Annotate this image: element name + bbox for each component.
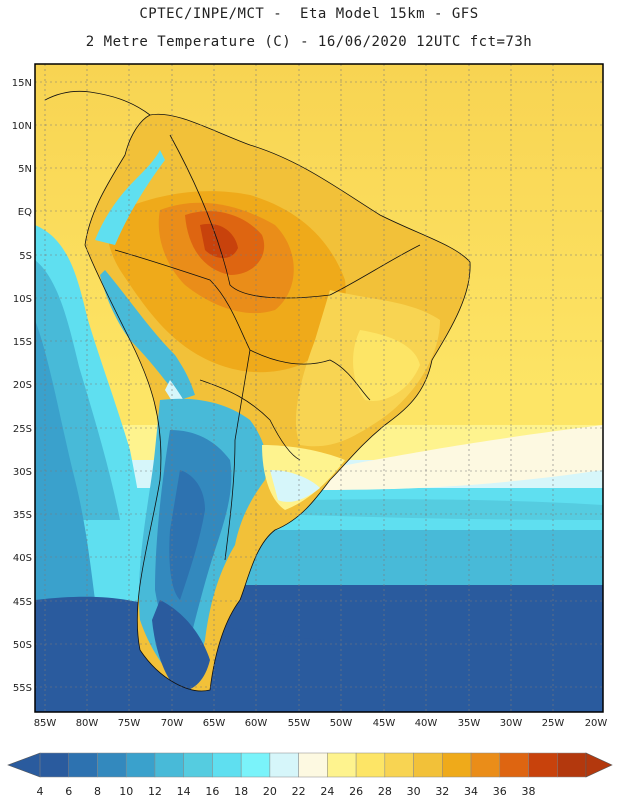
colorbar-tick-label: 22 bbox=[292, 785, 306, 798]
colorbar-tick-label: 6 bbox=[65, 785, 72, 798]
graticule bbox=[35, 64, 603, 712]
colorbar-swatch bbox=[39, 752, 69, 778]
colorbar-tick-label: 14 bbox=[177, 785, 191, 798]
lon-label: 85W bbox=[34, 718, 57, 729]
lat-label: 5S bbox=[19, 251, 32, 262]
lat-label: 25S bbox=[13, 424, 32, 435]
colorbar-swatch bbox=[298, 752, 328, 778]
lon-label: 75W bbox=[118, 718, 141, 729]
colorbar-swatch bbox=[327, 752, 357, 778]
lat-label: 15S bbox=[13, 337, 32, 348]
latitude-labels: 15N 10N 5N EQ 5S 10S 15S 20S 25S 30S 35S… bbox=[12, 78, 32, 694]
lat-label: 50S bbox=[13, 640, 32, 651]
lat-label: 15N bbox=[12, 78, 32, 89]
lat-label: 45S bbox=[13, 597, 32, 608]
colorbar: 4 6 8 10 12 14 16 18 20 22 24 26 28 30 32 34 36 38 bbox=[7, 752, 613, 798]
lon-label: 65W bbox=[203, 718, 226, 729]
lon-label: 70W bbox=[161, 718, 184, 729]
lat-label: 20S bbox=[13, 380, 32, 391]
lon-label: 25W bbox=[542, 718, 565, 729]
lat-label: EQ bbox=[18, 207, 32, 218]
colorbar-right-arrow bbox=[585, 752, 613, 778]
lon-label: 35W bbox=[458, 718, 481, 729]
colorbar-left-arrow bbox=[7, 752, 41, 778]
lat-label: 5N bbox=[18, 164, 32, 175]
lon-label: 40W bbox=[415, 718, 438, 729]
lat-label: 40S bbox=[13, 553, 32, 564]
colorbar-tick-label: 36 bbox=[493, 785, 507, 798]
colorbar-swatch bbox=[470, 752, 501, 778]
colorbar-tick-label: 8 bbox=[94, 785, 101, 798]
lon-label: 80W bbox=[76, 718, 99, 729]
lon-label: 60W bbox=[245, 718, 268, 729]
lat-label: 35S bbox=[13, 510, 32, 521]
colorbar-tick-label: 24 bbox=[320, 785, 334, 798]
lat-label: 10S bbox=[13, 294, 32, 305]
map-frame bbox=[34, 63, 604, 713]
colorbar-swatch bbox=[240, 752, 271, 778]
map-title-line1: CPTEC/INPE/MCT - Eta Model 15km - GFS bbox=[139, 6, 479, 22]
colorbar-swatch bbox=[68, 752, 98, 778]
lat-label: 10N bbox=[12, 121, 32, 132]
colorbar-swatch bbox=[183, 752, 213, 778]
colorbar-tick-label: 38 bbox=[522, 785, 536, 798]
colorbar-swatch bbox=[384, 752, 414, 778]
lat-label: 30S bbox=[13, 467, 32, 478]
colorbar-tick-label: 10 bbox=[119, 785, 133, 798]
colorbar-tick-label: 20 bbox=[263, 785, 277, 798]
colorbar-tick-label: 28 bbox=[378, 785, 392, 798]
south-america bbox=[85, 114, 471, 692]
longitude-labels: 85W 80W 75W 70W 65W 60W 55W 50W 45W 40W … bbox=[34, 718, 608, 729]
colorbar-swatch bbox=[413, 752, 443, 778]
colorbar-swatch bbox=[557, 752, 587, 778]
colorbar-tick-label: 32 bbox=[435, 785, 449, 798]
coastlines bbox=[44, 90, 471, 692]
lon-label: 20W bbox=[585, 718, 608, 729]
colorbar-swatch bbox=[499, 752, 529, 778]
colorbar-swatch bbox=[528, 752, 558, 778]
colorbar-swatch bbox=[442, 752, 472, 778]
colorbar-swatch bbox=[355, 752, 386, 778]
lon-label: 30W bbox=[500, 718, 523, 729]
colorbar-swatch bbox=[154, 752, 184, 778]
colorbar-tick-label: 12 bbox=[148, 785, 162, 798]
colorbar-tick-label: 16 bbox=[205, 785, 219, 798]
lon-label: 50W bbox=[330, 718, 353, 729]
colorbar-tick-label: 34 bbox=[464, 785, 478, 798]
colorbar-tick-label: 4 bbox=[37, 785, 44, 798]
colorbar-tick-label: 26 bbox=[349, 785, 363, 798]
lon-label: 55W bbox=[288, 718, 311, 729]
colorbar-swatch bbox=[212, 752, 242, 778]
map-title-line2: 2 Metre Temperature (C) - 16/06/2020 12U… bbox=[85, 34, 533, 50]
lat-label: 55S bbox=[13, 683, 32, 694]
colorbar-swatch bbox=[269, 752, 299, 778]
colorbar-swatch bbox=[97, 752, 127, 778]
colorbar-tick-label: 30 bbox=[407, 785, 421, 798]
colorbar-swatch bbox=[125, 752, 156, 778]
lon-label: 45W bbox=[373, 718, 396, 729]
colorbar-tick-label: 18 bbox=[234, 785, 248, 798]
